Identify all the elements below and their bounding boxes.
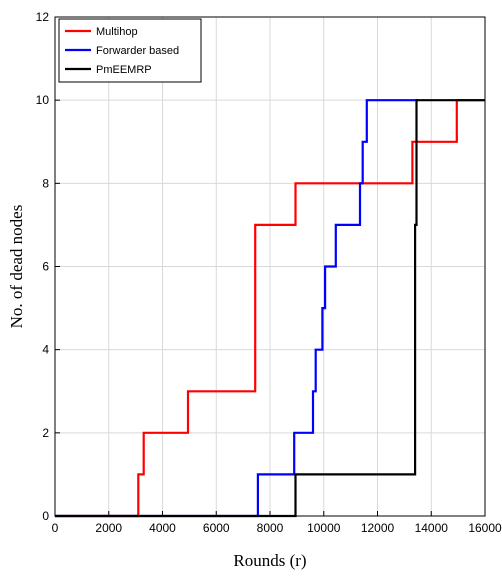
y-tick-label: 12 — [36, 10, 50, 24]
y-tick-label: 2 — [42, 426, 49, 440]
x-tick-label: 4000 — [149, 521, 176, 535]
x-tick-label: 14000 — [415, 521, 449, 535]
y-tick-label: 10 — [36, 93, 50, 107]
x-axis-label: Rounds (r) — [233, 551, 306, 570]
axis-ticks: 0 2000 4000 6000 8000 10000 12000 14000 16000 0 2 4… — [36, 10, 502, 535]
legend-label: Forwarder based — [96, 45, 179, 57]
series-line-0 — [55, 99, 485, 518]
legend: Multihop Forwarder based PmEEMRP — [58, 18, 202, 83]
series-line-1 — [55, 99, 418, 518]
y-tick-label: 4 — [42, 343, 49, 357]
y-tick-label: 0 — [42, 509, 49, 523]
series-line-2 — [55, 99, 485, 518]
x-tick-label: 0 — [52, 521, 59, 535]
x-tick-label: 6000 — [203, 521, 230, 535]
series-lines — [55, 99, 485, 518]
x-tick-label: 16000 — [468, 521, 502, 535]
legend-label: PmEEMRP — [96, 64, 152, 76]
x-tick-label: 2000 — [95, 521, 122, 535]
x-tick-label: 10000 — [307, 521, 341, 535]
x-tick-label: 12000 — [361, 521, 395, 535]
x-tick-label: 8000 — [257, 521, 284, 535]
y-axis-label: No. of dead nodes — [7, 205, 26, 329]
y-tick-label: 6 — [42, 260, 49, 274]
y-tick-label: 8 — [42, 176, 49, 190]
legend-label: Multihop — [96, 26, 138, 38]
